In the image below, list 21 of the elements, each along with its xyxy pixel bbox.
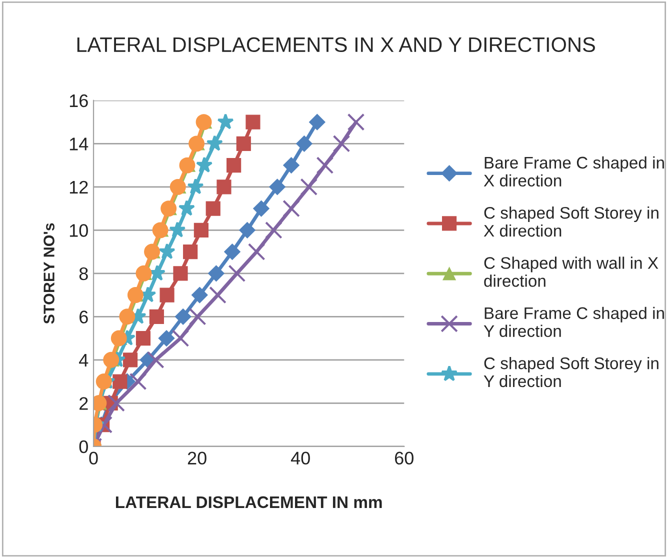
y-tick-label: 0 [79, 440, 88, 454]
x-tick-label: 20 [188, 452, 206, 465]
legend-label: Bare Frame C shaped in X direction [484, 156, 664, 187]
x-tick-label: 40 [290, 452, 310, 465]
x-tick-label: 0 [89, 452, 98, 465]
x-axis-title: LATERAL DISPLACEMENT IN mm [116, 496, 382, 508]
chart-title: LATERAL DISPLACEMENTS IN X AND Y DIRECTIONS [77, 37, 595, 52]
y-tick-label: 4 [79, 354, 88, 366]
y-tick-label: 8 [79, 267, 88, 280]
y-tick-label: 12 [70, 180, 88, 194]
y-tick-label: 16 [70, 94, 88, 108]
legend-label: C Shaped with wall in X direction [484, 256, 658, 287]
y-axis-title: STOREY NO's [44, 223, 54, 324]
x-tick-label: 60 [395, 452, 414, 465]
y-tick-label: 2 [80, 397, 88, 410]
legend-label: C shaped Soft Storey in Y direction [484, 356, 658, 388]
y-tick-label: 14 [70, 138, 88, 150]
legend-label: Bare Frame C shaped in Y direction [484, 306, 664, 338]
y-tick-label: 6 [80, 310, 88, 324]
y-tick-label: 10 [70, 224, 88, 237]
legend-label: C shaped Soft Storey in X direction [484, 206, 658, 237]
